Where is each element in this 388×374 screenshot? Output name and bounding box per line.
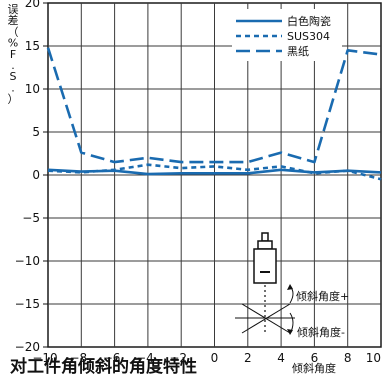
x-tick-label: −6 [103,351,121,365]
y-tick-label: 0 [32,168,40,182]
x-tick-label: 6 [311,351,319,365]
sensor-cap [261,232,269,242]
y-tick-label: −20 [15,340,40,354]
legend-label: SUS304 [287,30,330,43]
legend: 白色陶瓷 SUS304 黑纸 [232,9,342,61]
x-tick-label: −8 [69,351,87,365]
tilt-minus-label: 倾斜角度- [297,325,345,339]
legend-label: 白色陶瓷 [287,14,331,28]
x-tick-label: −4 [136,351,154,365]
legend-box [232,9,342,61]
sensor-diagram: 倾斜角度+ 倾斜角度- [235,232,349,339]
y-axis-label-char: . [11,59,15,72]
y-axis-label-char: （ [8,25,19,38]
series-line [46,47,382,164]
x-tick-label: −2 [169,351,187,365]
x-tick-label: 4 [277,351,285,365]
chart-caption-secondary: 倾斜角度 [292,361,336,374]
tilt-plus-arrowhead [287,284,293,290]
sensor-neck [257,240,273,250]
y-axis-label-char: 差 [8,13,19,27]
y-axis-label-char: ） [8,93,19,106]
x-ticks: −10 −8 −6 −4 −2 0 2 4 6 8 10 [32,351,381,365]
y-tick-label: 20 [25,0,40,10]
series-line [47,163,382,181]
y-ticks: −20 −15 −10 −5 0 5 10 15 20 [15,0,48,354]
y-axis-label-char: 误 [8,3,19,16]
x-tick-label: 10 [366,351,381,365]
y-tick-label: −15 [15,297,40,311]
y-axis-label: 误差（%F.S.） [8,3,19,106]
y-axis-label-char: % [8,37,18,50]
x-tick-label: 8 [344,351,352,365]
sensor-body [253,248,277,284]
tilt-plus-label: 倾斜角度+ [296,289,349,303]
x-tick-label: 2 [244,351,252,365]
y-tick-label: −5 [22,211,40,225]
legend-label: 黑纸 [287,45,309,58]
y-axis-label-char: S [10,70,17,83]
y-axis-label-char: . [11,81,15,94]
tilt-minus-arrowhead [287,329,293,335]
workpiece-tilt-b [241,303,291,334]
x-tick-label: −10 [32,351,57,365]
y-tick-label: 15 [25,39,40,53]
x-tick-label: 0 [211,351,219,365]
y-axis-label-char: F [10,48,16,61]
y-tick-label: 10 [25,82,40,96]
y-tick-label: −10 [15,254,40,268]
chart-caption: 对工件角倾斜的角度特性 [10,356,197,374]
y-tick-label: 5 [32,125,40,139]
series-lines [46,47,382,181]
